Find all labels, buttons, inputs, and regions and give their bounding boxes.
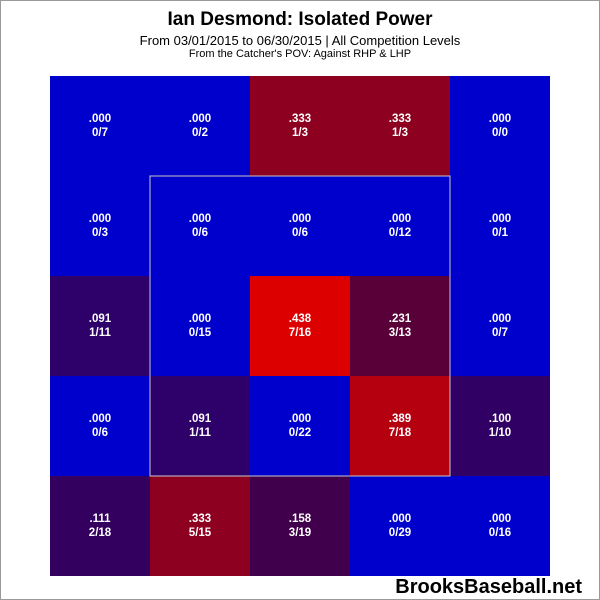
zone-cell-r1-c5 (450, 76, 550, 176)
zone-ratio-label: 1/3 (392, 127, 408, 139)
zone-ratio-label: 0/6 (292, 227, 308, 239)
zone-value-label: .000 (89, 413, 111, 425)
strike-zone-outline (149, 175, 451, 477)
zone-value-label: .000 (389, 513, 411, 525)
zone-ratio-label: 0/7 (492, 327, 508, 339)
zone-cell-r2-c5 (450, 176, 550, 276)
zone-cell-r1-c3 (250, 76, 350, 176)
zone-value-label: .000 (189, 213, 211, 225)
zone-cell-r3-c3 (250, 276, 350, 376)
zone-ratio-label: 0/6 (92, 427, 108, 439)
zone-value-label: .000 (189, 113, 211, 125)
zone-cell-r5-c5 (450, 476, 550, 576)
chart-subtitle: From 03/01/2015 to 06/30/2015 | All Comp… (139, 33, 461, 48)
zone-cell-r3-c4 (350, 276, 450, 376)
zone-value-label: .333 (289, 113, 311, 125)
zone-value-label: .111 (89, 513, 111, 525)
zone-ratio-label: 0/22 (289, 427, 311, 439)
zone-cell-r3-c2 (150, 276, 250, 376)
zone-cell-r5-c3 (250, 476, 350, 576)
zone-cell-r5-c1 (50, 476, 150, 576)
zone-cell-r4-c1 (50, 376, 150, 476)
zone-ratio-label: 0/0 (492, 127, 508, 139)
zone-value-label: .389 (389, 413, 411, 425)
zone-ratio-label: 7/16 (289, 327, 311, 339)
zone-ratio-label: 1/11 (189, 427, 211, 439)
zone-value-label: .438 (289, 313, 312, 325)
zone-cell-r2-c3 (250, 176, 350, 276)
zone-value-label: .000 (189, 313, 211, 325)
zone-ratio-label: 0/12 (389, 227, 411, 239)
zone-value-label: .000 (489, 113, 511, 125)
zone-ratio-label: 0/2 (192, 127, 208, 139)
zone-ratio-label: 2/18 (89, 527, 112, 539)
zone-ratio-label: 0/15 (189, 327, 212, 339)
zone-cell-r4-c4 (350, 376, 450, 476)
zone-value-label: .231 (389, 313, 412, 325)
zone-ratio-label: 0/16 (489, 527, 511, 539)
zone-ratio-label: 0/7 (92, 127, 108, 139)
zone-value-label: .091 (189, 413, 212, 425)
zone-value-label: .158 (289, 513, 312, 525)
zone-cell-r4-c2 (150, 376, 250, 476)
zone-value-label: .000 (489, 513, 511, 525)
zone-value-label: .091 (89, 313, 112, 325)
zone-ratio-label: 1/3 (292, 127, 308, 139)
zone-ratio-label: 1/10 (489, 427, 511, 439)
zone-ratio-label: 0/1 (492, 227, 509, 239)
zone-value-label: .000 (89, 213, 111, 225)
zone-value-label: .333 (189, 513, 211, 525)
zone-cell-r1-c4 (350, 76, 450, 176)
zone-ratio-label: 5/15 (189, 527, 212, 539)
zone-value-label: .333 (389, 113, 411, 125)
zone-value-label: .100 (489, 413, 511, 425)
zone-value-label: .000 (289, 213, 311, 225)
zone-ratio-label: 1/11 (89, 327, 111, 339)
zone-cell-r4-c3 (250, 376, 350, 476)
zone-ratio-label: 7/18 (389, 427, 412, 439)
zone-cell-r2-c2 (150, 176, 250, 276)
zone-ratio-label: 0/3 (92, 227, 108, 239)
zone-value-label: .000 (289, 413, 311, 425)
zone-cell-r2-c1 (50, 176, 150, 276)
chart-title: Ian Desmond: Isolated Power (167, 9, 433, 30)
watermark: BrooksBaseball.net (395, 576, 582, 598)
zone-cell-r5-c2 (150, 476, 250, 576)
zone-cell-r3-c1 (50, 276, 150, 376)
zone-value-label: .000 (389, 213, 411, 225)
chart-note: From the Catcher's POV: Against RHP & LH… (188, 48, 412, 60)
zone-cell-r3-c5 (450, 276, 550, 376)
zone-cell-r1-c1 (50, 76, 150, 176)
zone-ratio-label: 0/29 (389, 527, 411, 539)
zone-ratio-label: 3/13 (389, 327, 411, 339)
zone-cell-r5-c4 (350, 476, 450, 576)
zone-value-label: .000 (489, 313, 511, 325)
zone-cell-r1-c2 (150, 76, 250, 176)
zone-ratio-label: 3/19 (289, 527, 311, 539)
zone-cell-r2-c4 (350, 176, 450, 276)
zone-value-label: .000 (489, 213, 511, 225)
zone-value-label: .000 (89, 113, 111, 125)
zone-cell-r4-c5 (450, 376, 550, 476)
zone-ratio-label: 0/6 (192, 227, 208, 239)
